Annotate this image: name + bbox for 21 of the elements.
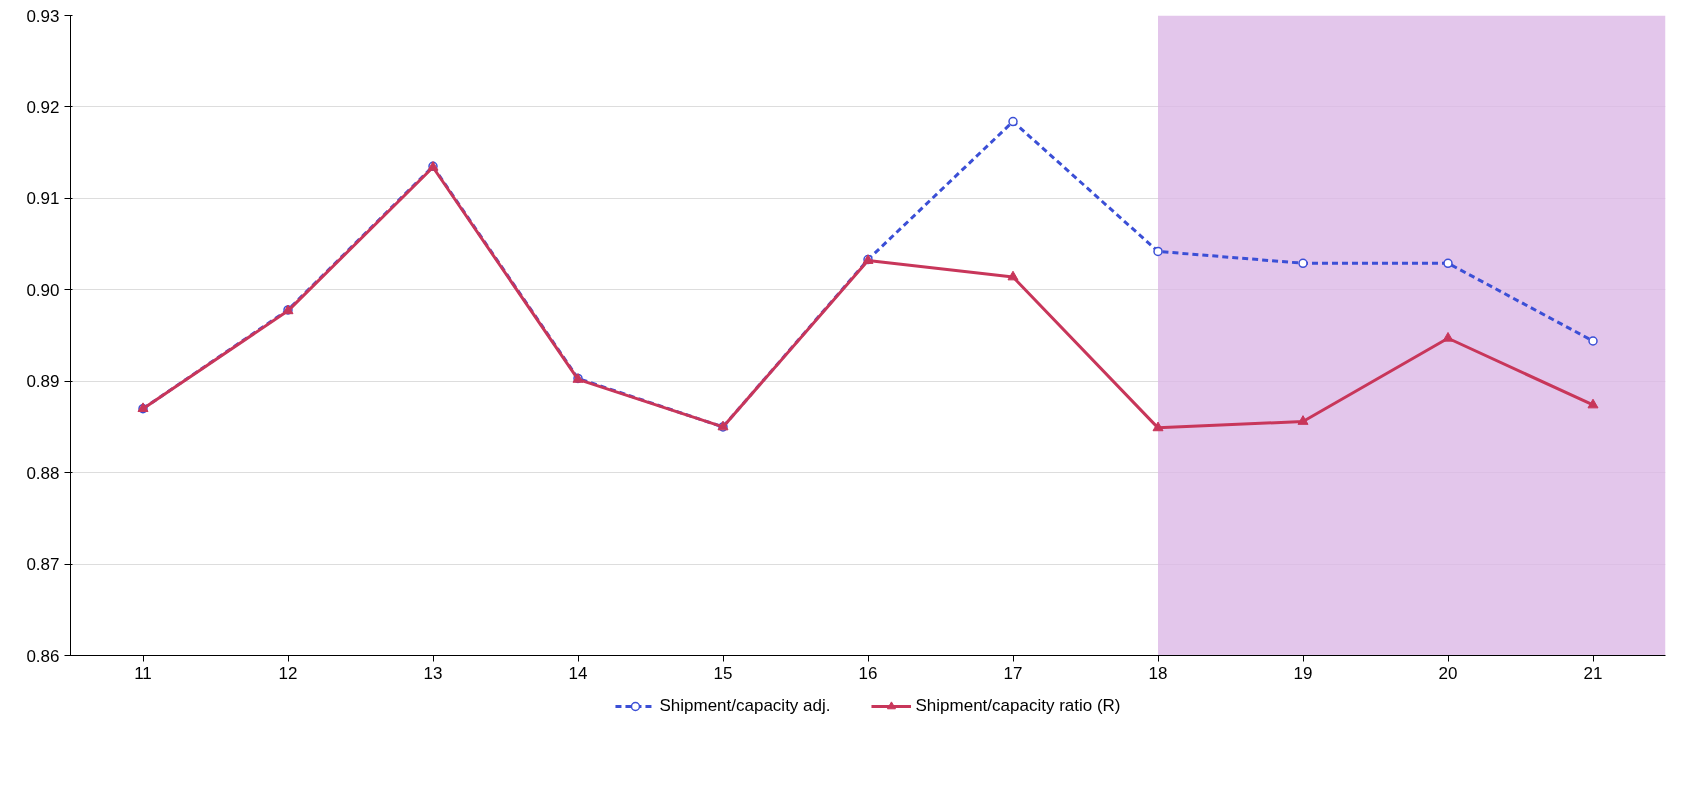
x-tick-label: 11: [134, 663, 152, 683]
x-tick-label: 20: [1438, 663, 1458, 683]
x-tick-label: 15: [713, 663, 733, 683]
y-tick-label: 0.88: [26, 463, 60, 483]
y-tick-label: 0.86: [26, 646, 60, 666]
x-tick-label: 13: [423, 663, 443, 683]
y-tick-label: 0.91: [26, 189, 60, 209]
x-tick-label: 18: [1148, 663, 1168, 683]
y-tick-label: 0.87: [26, 555, 60, 575]
x-tick-label: 19: [1293, 663, 1313, 683]
y-tick-label: 0.93: [26, 6, 60, 26]
y-tick-label: 0.92: [26, 97, 60, 117]
x-tick-label: 21: [1583, 663, 1603, 683]
y-tick-label: 0.89: [26, 372, 60, 392]
x-tick-label: 14: [568, 663, 588, 683]
legend-label: Shipment/capacity adj.: [659, 696, 831, 716]
x-tick-label: 17: [1003, 663, 1023, 683]
legend-label: Shipment/capacity ratio (R): [915, 696, 1121, 716]
y-tick-label: 0.90: [26, 280, 60, 300]
x-tick-label: 12: [278, 663, 298, 683]
x-tick-label: 16: [858, 663, 878, 683]
